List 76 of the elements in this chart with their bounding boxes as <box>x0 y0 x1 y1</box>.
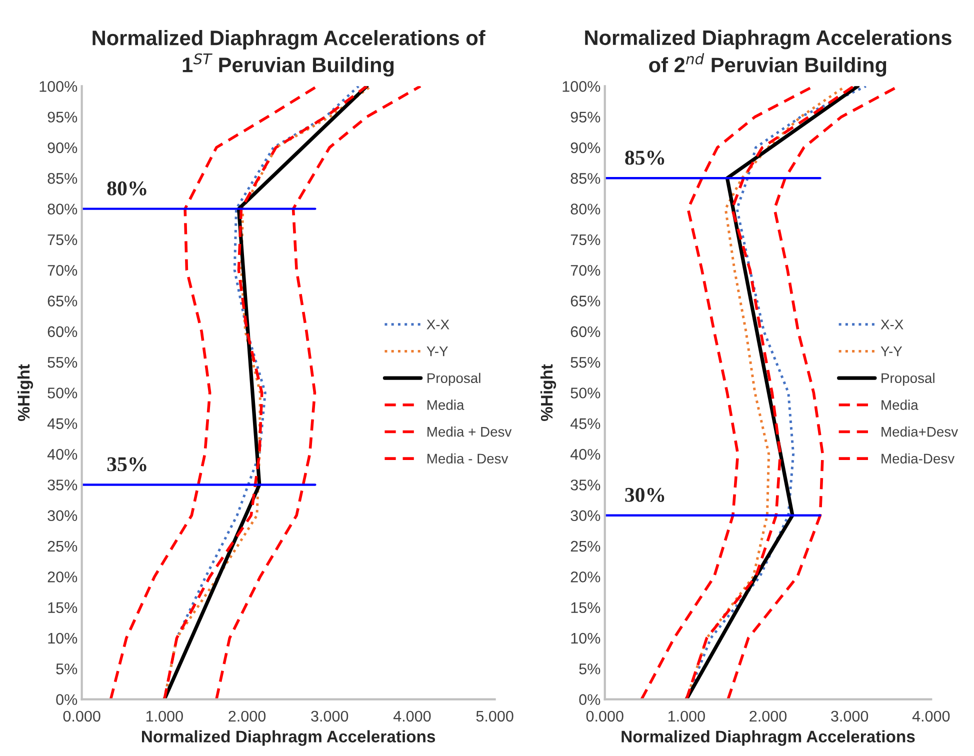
y-axis-title: %Hight <box>540 364 556 422</box>
x-tick-label: 0.000 <box>586 710 624 722</box>
y-tick-label: 95% <box>48 112 78 123</box>
legend-label: Proposal <box>428 372 480 386</box>
y-tick-label: 95% <box>570 112 600 123</box>
x-tick-label: 1.000 <box>146 710 183 722</box>
y-tick-label: 60% <box>48 326 78 338</box>
y-tick-label: 90% <box>570 142 600 154</box>
legend-label: X-X <box>880 320 904 330</box>
x-axis-title: Normalized Diaphragm Accelerations <box>142 730 436 746</box>
y-tick-label: 45% <box>570 418 600 430</box>
y-tick-label: 30% <box>570 510 600 522</box>
x-tick-label: 5.000 <box>476 710 514 722</box>
y-tick-label: 35% <box>48 480 78 490</box>
y-tick-label: 80% <box>48 204 78 214</box>
y-tick-label: 50% <box>570 388 600 398</box>
legend-label: Y-Y <box>426 346 448 356</box>
x-tick-label: 2.000 <box>228 710 266 722</box>
y-tick-label: 60% <box>570 326 600 338</box>
chart-title: Normalized Diaphragm Accelerations of 1$^{ST}$ Peruvian Building <box>92 30 486 77</box>
y-tick-label: 100% <box>40 81 78 92</box>
x-tick-label: 1.000 <box>668 710 705 722</box>
y-tick-label: 45% <box>47 418 78 430</box>
y-tick-label: 15% <box>48 602 78 614</box>
y-tick-label: 10% <box>48 632 78 644</box>
y-tick-label: 0% <box>56 694 78 705</box>
legend-label: Proposal <box>882 372 934 386</box>
y-tick-label: 65% <box>48 296 78 306</box>
y-tick-label: 80% <box>570 204 600 214</box>
y-tick-label: 55% <box>570 357 600 368</box>
y-tick-label: 65% <box>570 296 600 306</box>
legend-label: Media+Desv <box>882 426 958 437</box>
y-tick-label: 85% <box>48 173 78 184</box>
y-tick-label: 75% <box>48 234 78 246</box>
chart-title: Normalized Diaphragm Accelerations of 2$^{nd}$ Peruvian Building <box>585 30 952 77</box>
y-tick-label: 10% <box>571 632 600 644</box>
y-tick-label: 5% <box>56 664 78 674</box>
legend-label: Media <box>882 400 918 410</box>
y-tick-label: 40% <box>47 448 78 460</box>
line-series <box>215 86 422 700</box>
legend-label: Media-Desv <box>882 453 955 464</box>
y-tick-label: 25% <box>48 540 78 552</box>
y-tick-label: 90% <box>48 142 78 154</box>
ref-line-label: 80% <box>107 181 146 196</box>
y-tick-label: 85% <box>570 173 600 184</box>
y-tick-label: 20% <box>48 572 78 582</box>
ref-line-label: 35% <box>107 457 146 472</box>
y-tick-label: 5% <box>579 664 600 674</box>
y-tick-label: 35% <box>570 480 600 490</box>
x-tick-label: 2.000 <box>750 710 787 722</box>
ref-line-label: 85% <box>625 150 664 165</box>
ref-line-label: 30% <box>625 488 664 502</box>
y-tick-label: 70% <box>48 264 78 276</box>
legend-label: Media + Desv <box>428 426 512 437</box>
y-tick-label: 15% <box>571 602 600 614</box>
x-tick-label: 4.000 <box>912 710 950 722</box>
y-axis-title: %Hight <box>17 364 34 422</box>
x-tick-label: 3.000 <box>831 710 868 722</box>
y-tick-label: 55% <box>48 357 78 368</box>
y-tick-label: 30% <box>48 510 78 522</box>
y-tick-label: 100% <box>562 81 600 92</box>
legend-label: X-X <box>426 320 450 330</box>
y-tick-label: 25% <box>570 540 600 552</box>
legend-label: Media <box>428 400 464 410</box>
y-tick-label: 75% <box>570 234 600 246</box>
y-tick-label: 40% <box>570 448 600 460</box>
y-tick-label: 50% <box>48 388 78 398</box>
y-tick-label: 70% <box>570 264 600 276</box>
x-tick-label: 3.000 <box>311 710 348 722</box>
legend-label: Media - Desv <box>428 453 508 464</box>
y-tick-label: 0% <box>579 694 600 705</box>
y-tick-label: 20% <box>570 572 600 582</box>
x-axis-title: Normalized Diaphragm Accelerations <box>622 730 915 746</box>
legend-label: Y-Y <box>880 346 902 356</box>
x-tick-label: 0.000 <box>63 710 100 722</box>
x-tick-label: 4.000 <box>393 710 431 722</box>
